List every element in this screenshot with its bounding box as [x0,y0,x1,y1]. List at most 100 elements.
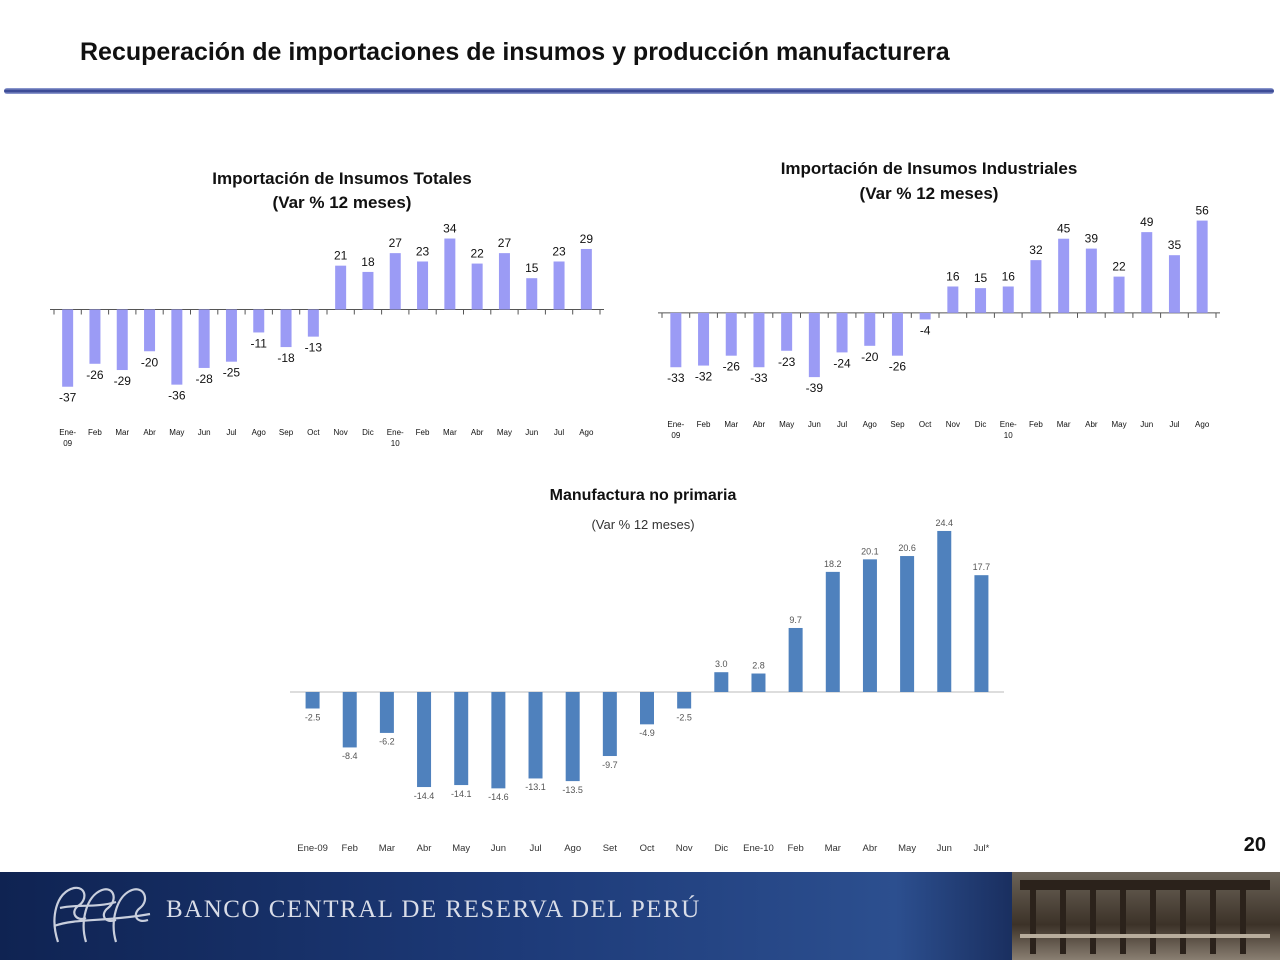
bar [919,312,931,320]
data-label: -24 [833,356,851,370]
category-label: Jul [554,428,564,437]
category-label: Abr [863,843,878,854]
category-label: Ago [579,428,594,437]
data-label: 45 [1057,222,1071,236]
category-label: Nov [676,843,693,854]
data-label: -23 [778,355,796,369]
data-label: -26 [889,360,907,374]
data-label: -2.5 [676,712,692,722]
bar [335,265,347,310]
page-number: 20 [1243,834,1266,856]
bcrp-monogram-logo-icon [53,886,151,943]
chart-subtitle: (Var % 12 meses) [860,184,999,203]
data-label: 20.6 [898,543,916,553]
data-label: -33 [667,371,685,385]
category-label: Ene-09 [297,843,328,854]
bar [808,312,820,378]
category-label: Abr [417,843,432,854]
data-label: 20.1 [861,546,879,556]
category-label: Ene- [667,420,684,429]
bar [280,309,292,348]
bar [947,286,959,313]
bar [417,692,432,788]
category-label: Ene-10 [743,843,774,854]
footer-photo [1012,872,1280,960]
data-label: -14.1 [451,789,472,799]
category-label: Jun [1140,420,1153,429]
data-label: -29 [114,374,132,388]
category-label: Sep [279,428,294,437]
category-label: Ago [252,428,267,437]
category-label: May [497,428,512,437]
data-label: -14.4 [414,791,435,801]
category-label: Set [603,843,618,854]
category-label: Nov [334,428,348,437]
data-label: 15 [525,261,539,275]
category-label: Mar [379,843,395,854]
category-label: Feb [416,428,430,437]
data-label: 27 [498,236,512,250]
data-label: 3.0 [715,659,728,669]
bar [698,312,710,366]
bar [670,312,682,368]
data-label: 27 [389,236,403,250]
category-label: Ago [863,420,878,429]
bar [751,673,766,692]
bar [198,309,210,368]
bar [1168,255,1180,313]
data-label: -20 [141,355,159,369]
data-label: 22 [470,247,484,261]
bar [1030,260,1042,313]
bar [862,559,877,692]
data-label: 9.7 [789,615,802,625]
category-label: Jun [198,428,211,437]
bar [1196,220,1208,313]
category-label: Oct [307,428,320,437]
category-label: Jul [837,420,847,429]
data-label: -13.5 [562,785,583,795]
category-label: Abr [471,428,484,437]
category-label: May [452,843,470,854]
data-label: 29 [580,232,594,246]
bar [864,312,876,346]
category-label: Jun [937,843,952,854]
category-label: Mar [1057,420,1071,429]
bar [602,692,617,757]
category-label: Jul [226,428,236,437]
bar [891,312,903,356]
category-label: Dic [975,420,987,429]
data-label: -11 [251,336,268,350]
category-label: Jun [808,420,821,429]
data-label: -36 [168,389,186,403]
category-label: May [898,843,916,854]
title-divider [4,88,1274,94]
category-label: Ene- [387,428,404,437]
data-label: 39 [1085,232,1099,246]
data-label: 18.2 [824,559,842,569]
category-label-suffix: 09 [671,431,680,440]
category-label: Mar [825,843,841,854]
bar [553,261,565,310]
category-label: Jul [529,843,541,854]
bar [225,309,237,362]
data-label: 56 [1195,204,1209,218]
data-label: 49 [1140,215,1154,229]
bar [491,692,506,789]
data-label: -39 [806,381,824,395]
data-label: 23 [552,244,566,258]
data-label: -9.7 [602,760,618,770]
category-label: Jun [525,428,538,437]
data-label: -33 [750,371,768,385]
data-label: 23 [416,244,430,258]
data-label: 16 [1002,269,1016,283]
data-label: 32 [1029,243,1043,257]
category-label: Jun [491,843,506,854]
category-label: Oct [919,420,932,429]
category-label: Abr [753,420,766,429]
bar [1113,276,1125,313]
data-label: 24.4 [935,518,953,528]
data-label: 35 [1168,238,1182,252]
data-label: 21 [334,249,348,263]
category-label: Sep [890,420,905,429]
chart-title: Importación de Insumos Industriales [781,159,1078,178]
